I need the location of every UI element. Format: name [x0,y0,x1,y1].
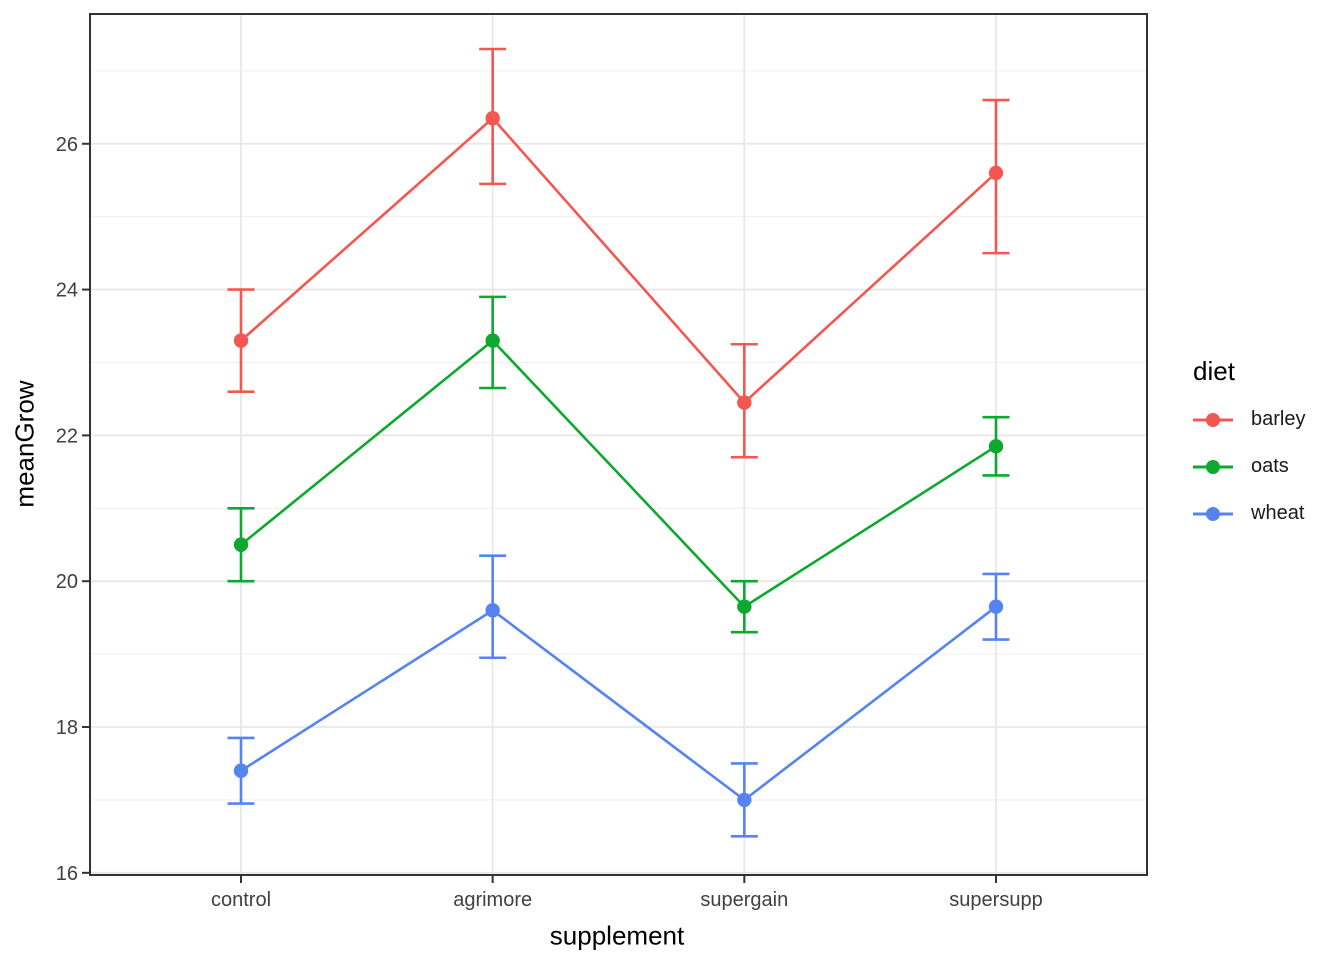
panel-background [90,14,1147,875]
data-point-oats-control [233,537,249,552]
y-tick-label-24: 24 [56,280,78,302]
data-point-barley-control [233,333,249,348]
data-point-barley-supergain [737,395,752,410]
legend-key-icon-wheat [1193,506,1233,521]
data-point-wheat-supersupp [988,599,1004,614]
data-point-barley-agrimore [485,111,500,126]
y-axis-title-text: meanGrow [9,380,40,508]
data-point-barley-supersupp [988,165,1004,181]
x-tick-label-supergain: supergain [700,889,788,911]
y-tick-label-20: 20 [56,571,78,593]
legend-label-oats: oats [1251,455,1289,477]
data-point-wheat-control [233,763,249,778]
y-tick-label-16: 16 [56,863,78,885]
series-line-oats [240,338,997,609]
legend-item-wheat: wheat [1193,490,1305,537]
legend-label-barley: barley [1251,408,1306,430]
legend-title: diet [1193,356,1235,386]
legend: diet barley oats wheat [1193,356,1305,537]
x-tick-label-supersupp: supersupp [949,889,1042,911]
y-tick-label-26: 26 [56,134,78,156]
y-tick-label-18: 18 [56,717,78,739]
data-point-wheat-supergain [737,792,752,808]
x-tick-label-agrimore: agrimore [453,889,532,911]
legend-key-point [1206,506,1220,521]
x-axis-title-text: supplement [549,920,685,951]
legend-label-wheat: wheat [1251,502,1305,524]
series-line-barley [240,116,997,405]
panel-border [89,13,1148,876]
series-line-wheat [240,605,997,802]
data-point-oats-supergain [737,599,752,614]
legend-key-point [1206,459,1220,474]
legend-item-oats: oats [1193,443,1305,490]
y-tick-label-22: 22 [56,425,78,447]
x-tick-label-control: control [211,889,271,911]
legend-key-point [1206,412,1220,427]
legend-key-icon-oats [1193,459,1233,474]
data-point-oats-supersupp [988,439,1004,454]
legend-items: barley oats wheat [1193,396,1305,537]
data-point-wheat-agrimore [485,603,500,618]
legend-item-barley: barley [1193,396,1305,443]
legend-key-icon-barley [1193,412,1233,427]
data-point-oats-agrimore [485,333,500,348]
